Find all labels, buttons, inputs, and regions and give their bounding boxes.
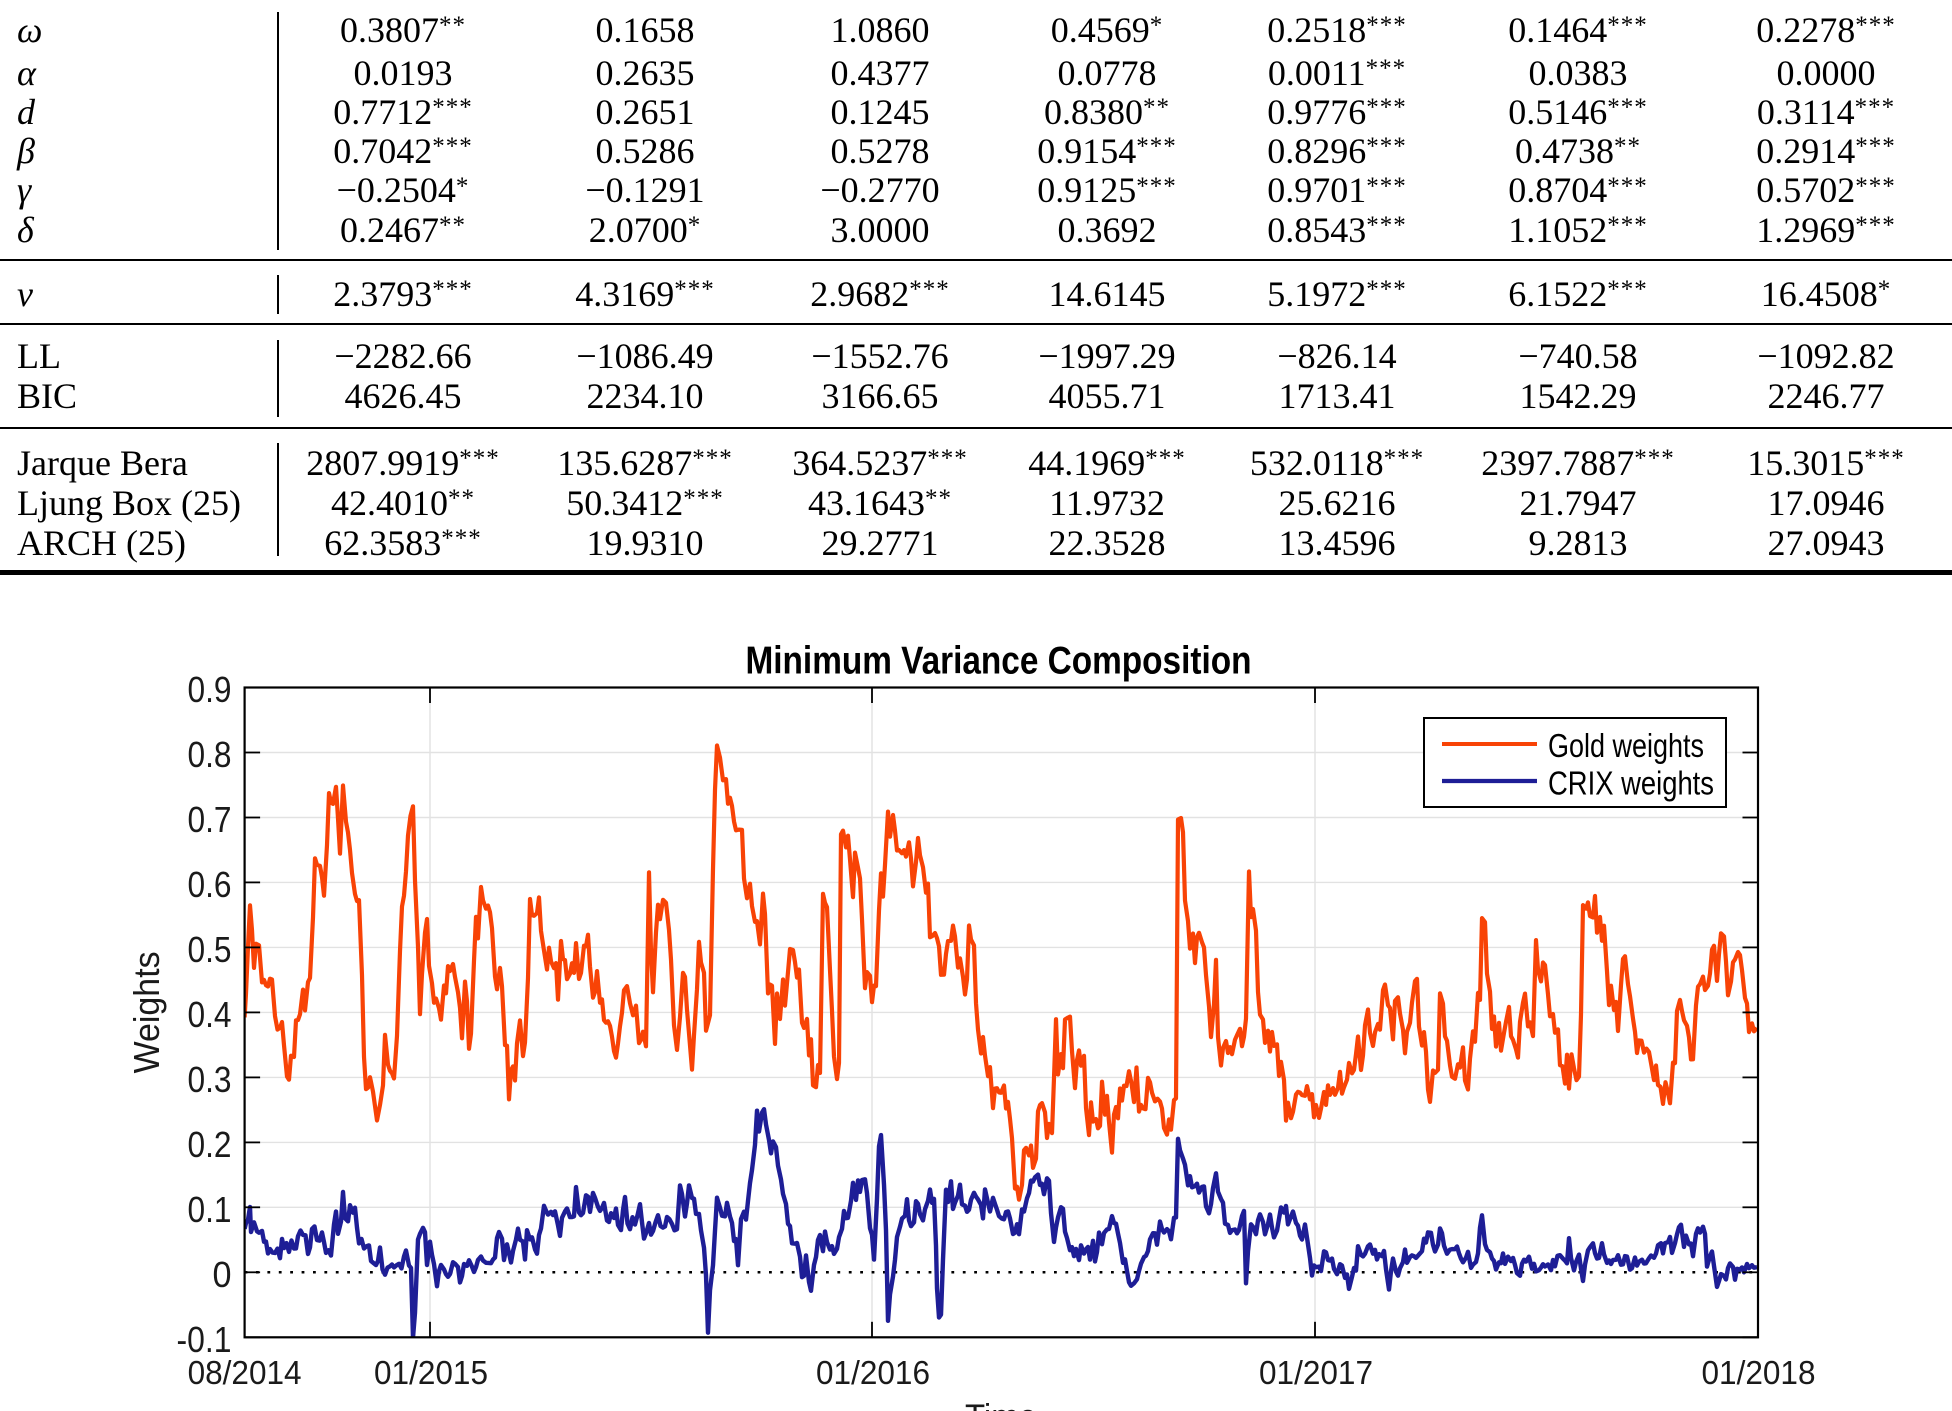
svg-text:01/2016: 01/2016 — [816, 1355, 930, 1392]
svg-text:0.5: 0.5 — [188, 929, 232, 970]
svg-text:0.8: 0.8 — [188, 734, 232, 775]
svg-text:0.3: 0.3 — [188, 1059, 232, 1100]
svg-text:0.6: 0.6 — [188, 864, 232, 905]
svg-text:Gold weights: Gold weights — [1548, 727, 1704, 764]
svg-text:Weights: Weights — [126, 951, 167, 1073]
svg-text:01/2017: 01/2017 — [1259, 1355, 1373, 1392]
svg-text:01/2015: 01/2015 — [374, 1355, 488, 1392]
svg-text:Time: Time — [965, 1398, 1037, 1411]
svg-text:01/2018: 01/2018 — [1702, 1355, 1816, 1392]
svg-text:CRIX weights: CRIX weights — [1548, 765, 1714, 802]
svg-text:0.4: 0.4 — [188, 994, 232, 1035]
svg-text:Minimum Variance Composition: Minimum Variance Composition — [746, 640, 1252, 683]
svg-text:0.2: 0.2 — [188, 1124, 232, 1165]
svg-text:0.1: 0.1 — [188, 1189, 232, 1230]
svg-text:0.7: 0.7 — [188, 799, 232, 840]
svg-text:-0.1: -0.1 — [177, 1319, 232, 1360]
svg-text:08/2014: 08/2014 — [188, 1355, 302, 1392]
svg-text:0: 0 — [213, 1254, 232, 1295]
svg-text:0.9: 0.9 — [188, 669, 232, 710]
